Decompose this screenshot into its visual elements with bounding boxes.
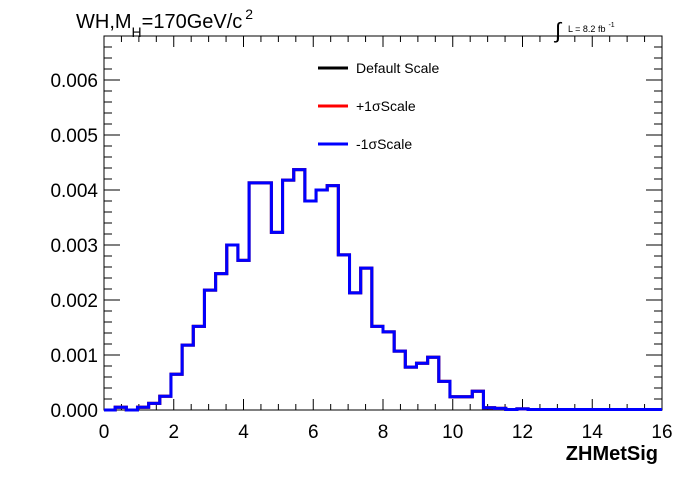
x-tick-label: 14 bbox=[582, 422, 604, 443]
y-tick-label: 0.004 bbox=[50, 181, 98, 202]
legend-label: Default Scale bbox=[356, 60, 439, 76]
x-tick-label: 4 bbox=[238, 422, 249, 443]
legend-label: +1σScale bbox=[356, 98, 416, 114]
x-tick-label: 12 bbox=[512, 422, 533, 443]
x-tick-label: 2 bbox=[168, 422, 179, 443]
y-tick-label: 0.000 bbox=[50, 401, 98, 422]
y-tick-label: 0.006 bbox=[50, 71, 98, 92]
legend-label: -1σScale bbox=[356, 136, 412, 152]
title-subscript: H bbox=[132, 24, 142, 40]
x-tick-label: 8 bbox=[378, 422, 389, 443]
x-tick-label: 16 bbox=[651, 422, 672, 443]
x-tick-label: 10 bbox=[442, 422, 463, 443]
x-tick-label: 0 bbox=[99, 422, 110, 443]
lumi-text: L = 8.2 fb bbox=[568, 24, 605, 34]
series-line-2 bbox=[104, 168, 662, 412]
x-tick-label: 6 bbox=[308, 422, 319, 443]
y-tick-label: 0.002 bbox=[50, 291, 98, 312]
lumi-label: L = 8.2 fb -1 bbox=[568, 22, 615, 34]
y-tick-label: 0.001 bbox=[50, 346, 98, 367]
plot-area: 0 2 4 6 8 10 12 14 16 0.000 0.001 0.002 0.003 0.004 0.… bbox=[50, 35, 673, 465]
lumi-superscript: -1 bbox=[608, 22, 614, 29]
title-mid: =170GeV/c bbox=[142, 11, 243, 33]
title-superscript: 2 bbox=[245, 6, 253, 22]
y-tick-label: 0.003 bbox=[50, 236, 98, 257]
title-prefix: WH,M bbox=[76, 11, 132, 33]
chart-title: WH,MH=170GeV/c 2 bbox=[76, 6, 253, 40]
integral-symbol: ∫ bbox=[553, 18, 563, 43]
y-tick-label: 0.005 bbox=[50, 126, 98, 147]
x-axis-label: ZHMetSig bbox=[566, 443, 658, 465]
